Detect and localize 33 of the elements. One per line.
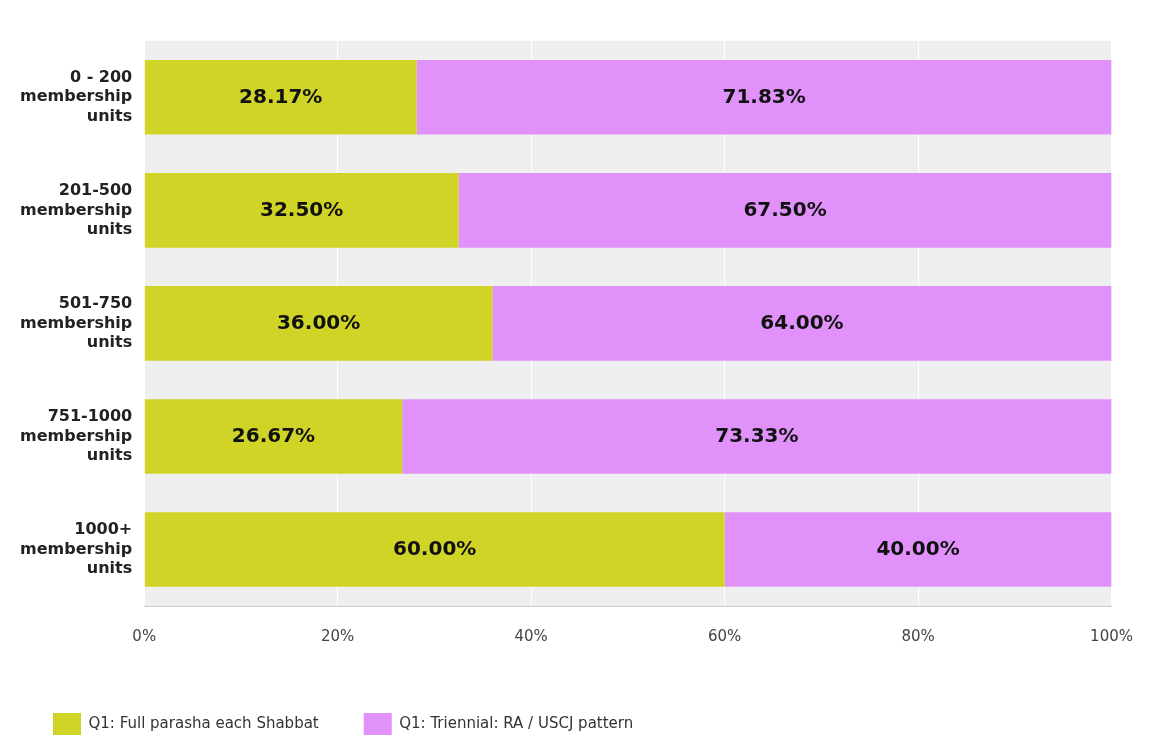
x-tick-label: 100%: [1090, 626, 1133, 645]
data-label: 60.00%: [393, 535, 477, 560]
bar: [724, 512, 1112, 587]
data-label: 67.50%: [743, 196, 827, 221]
data-label: 28.17%: [239, 83, 323, 108]
data-label: 64.00%: [760, 309, 844, 334]
y-tick-label: 0 - 200 membership units: [19, 67, 133, 125]
data-label: 40.00%: [876, 535, 960, 560]
legend-label: Q1: Triennial: RA / USCJ pattern: [399, 713, 634, 732]
data-label: 36.00%: [276, 309, 361, 334]
bar: [144, 512, 725, 587]
x-tick-label: 40%: [514, 626, 548, 645]
data-label: 71.83%: [722, 83, 806, 108]
bar: [144, 60, 417, 135]
bar: [144, 399, 403, 474]
data-label: 26.67%: [231, 422, 316, 447]
bar: [416, 60, 1112, 135]
data-label: 73.33%: [715, 422, 799, 447]
bar: [144, 286, 493, 361]
data-label: 32.50%: [260, 196, 344, 221]
x-tick-label: 20%: [321, 626, 355, 645]
bar: [402, 399, 1112, 474]
bar: [458, 173, 1112, 248]
y-tick-label: 1000+ membership units: [19, 519, 133, 577]
legend-label: Q1: Full parasha each Shabbat: [88, 713, 319, 732]
x-tick-label: 80%: [901, 626, 935, 645]
bar: [492, 286, 1112, 361]
y-tick-label: 501-750 membership units: [19, 293, 133, 351]
x-tick-label: 60%: [707, 626, 742, 645]
x-tick-label: 0%: [132, 626, 157, 645]
y-tick-label: 201-500 membership units: [19, 180, 133, 238]
bar: [144, 173, 459, 248]
y-tick-label: 751-1000 membership units: [19, 406, 133, 464]
